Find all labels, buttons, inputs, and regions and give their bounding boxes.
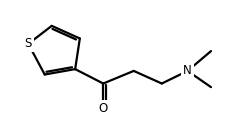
Text: N: N — [183, 64, 192, 77]
Text: S: S — [25, 37, 32, 50]
Text: O: O — [99, 102, 108, 115]
